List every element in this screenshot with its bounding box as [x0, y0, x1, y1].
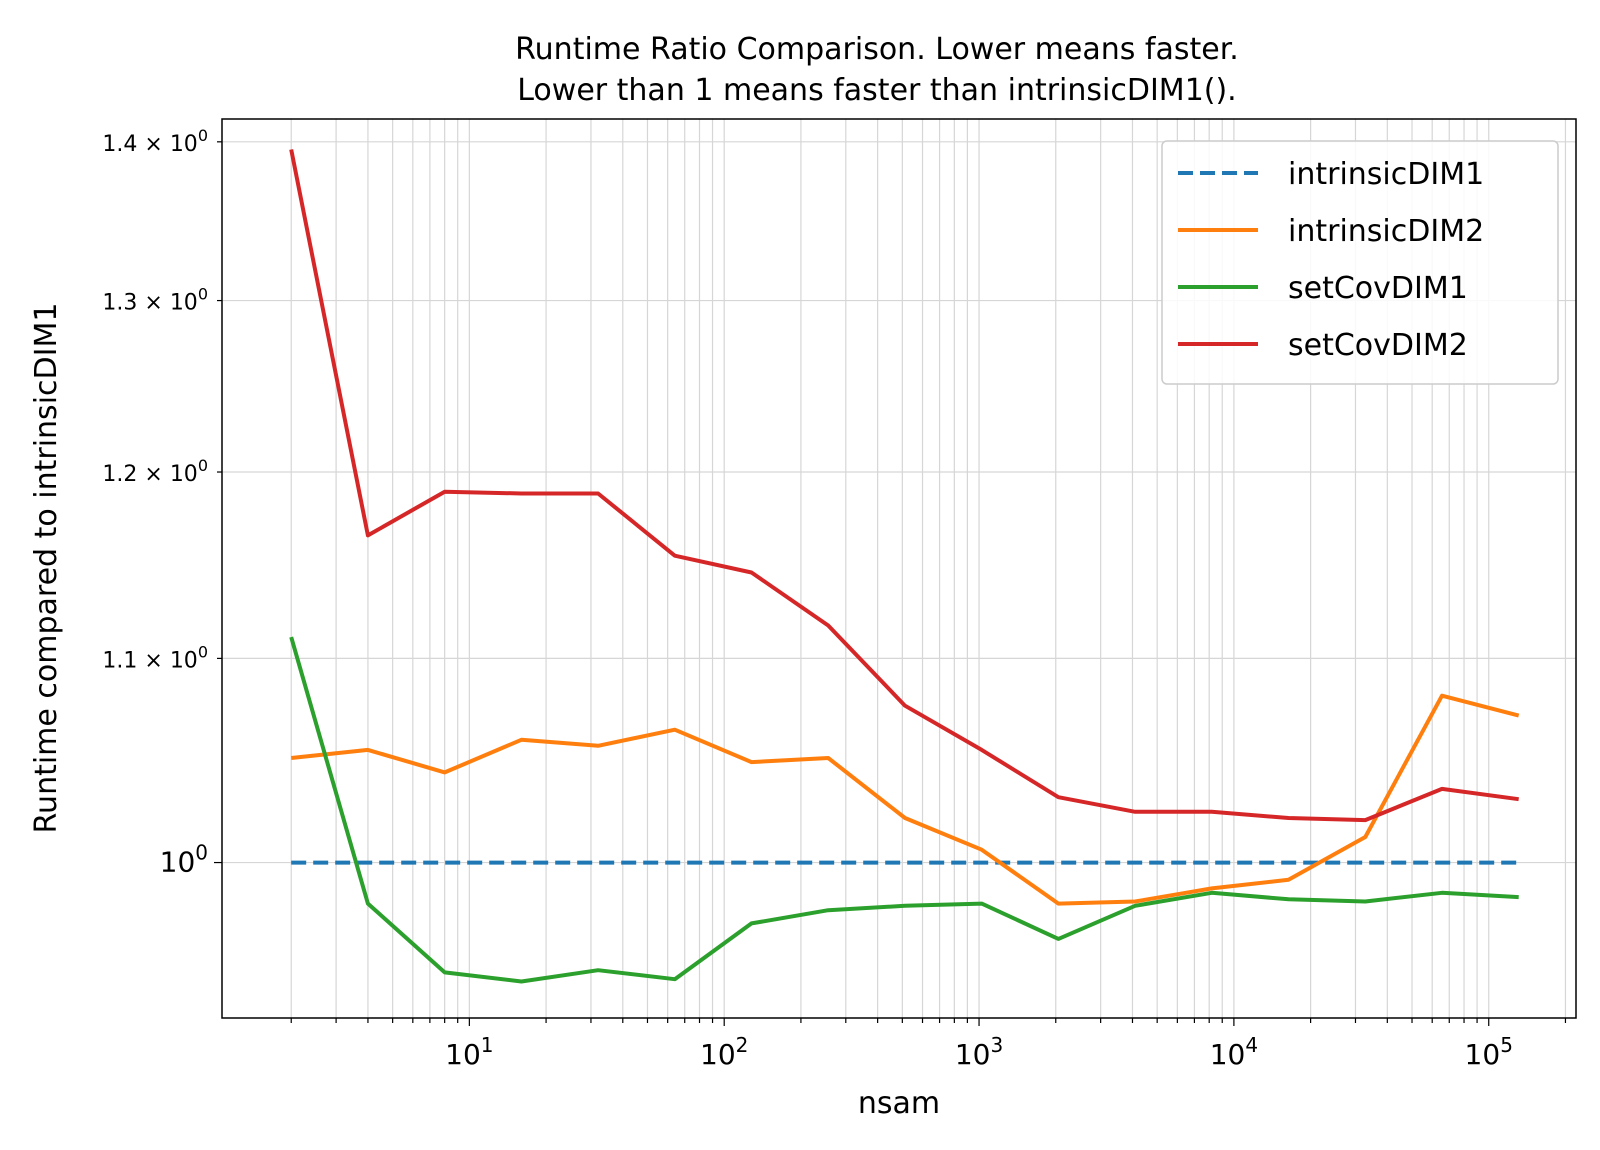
y-tick-label: 1.2 × 100: [102, 456, 208, 487]
x-tick-label: 102: [700, 1033, 748, 1071]
series-lines: [289, 149, 1520, 984]
x-tick-label: 105: [1465, 1033, 1513, 1071]
x-axis-label: nsam: [858, 1086, 940, 1121]
series-line-setCovDIM1: [289, 636, 1519, 984]
y-tick-label: 1.4 × 100: [102, 126, 208, 157]
y-tick-label: 1.1 × 100: [102, 642, 208, 673]
plot-frame: [221, 118, 1577, 1019]
series-line-intrinsicDIM2: [290, 693, 1520, 906]
legend-label: intrinsicDIM1: [1288, 157, 1484, 192]
legend: intrinsicDIM1 intrinsicDIM2 setCovDIM1 setC…: [1161, 140, 1559, 385]
x-axis: 101 102 103 104 105: [290, 1018, 1567, 1071]
x-tick-label: 104: [1210, 1033, 1258, 1071]
legend-label: intrinsicDIM2: [1288, 214, 1484, 249]
x-tick-label: 101: [445, 1033, 493, 1071]
legend-box: [1161, 140, 1559, 385]
chart-title-line-1: Runtime Ratio Comparison. Lower means fa…: [515, 32, 1239, 67]
y-tick-label: 1.3 × 100: [102, 285, 208, 316]
chart-title-line-2: Lower than 1 means faster than intrinsic…: [517, 73, 1236, 108]
x-tick-label: 103: [955, 1033, 1003, 1071]
y-tick-label: 100: [160, 841, 208, 879]
legend-label: setCovDIM2: [1288, 328, 1468, 363]
y-axis: 100 1.1 × 100 1.2 × 100 1.3 × 100 1.4 × 100: [102, 126, 222, 879]
y-axis-label: Runtime compared to intrinsicDIM1: [29, 303, 64, 834]
series-line-setCovDIM2: [289, 149, 1519, 823]
legend-label: setCovDIM1: [1288, 271, 1468, 306]
